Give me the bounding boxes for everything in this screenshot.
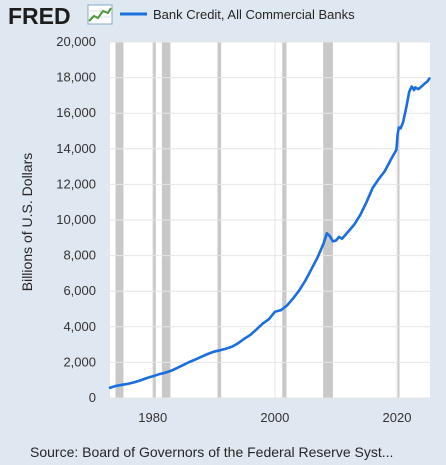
fred-logo-text: FRED xyxy=(8,3,71,29)
y-tick-label: 18,000 xyxy=(56,70,96,85)
grid xyxy=(110,41,430,399)
y-tick-label: 6,000 xyxy=(63,283,96,298)
y-axis-title: Billions of U.S. Dollars xyxy=(19,153,35,292)
x-tick-label: 2000 xyxy=(260,410,289,425)
y-tick-label: 8,000 xyxy=(63,248,96,263)
y-tick-label: 16,000 xyxy=(56,105,96,120)
x-tick-label: 1980 xyxy=(138,410,167,425)
source-note: Source: Board of Governors of the Federa… xyxy=(30,444,393,460)
legend-label: Bank Credit, All Commercial Banks xyxy=(153,7,355,22)
y-tick-label: 20,000 xyxy=(56,34,96,49)
y-tick-label: 4,000 xyxy=(63,319,96,334)
x-tick-label: 2020 xyxy=(383,410,412,425)
y-tick-label: 12,000 xyxy=(56,176,96,191)
y-tick-label: 0 xyxy=(89,390,96,405)
x-axis: 1980 2000 2020 xyxy=(138,410,411,425)
y-tick-label: 14,000 xyxy=(56,141,96,156)
y-tick-label: 2,000 xyxy=(63,354,96,369)
y-axis: 0 2,000 4,000 6,000 8,000 10,000 12,000 14,000 1… xyxy=(56,34,96,405)
y-tick-label: 10,000 xyxy=(56,212,96,227)
legend: Bank Credit, All Commercial Banks xyxy=(120,7,355,22)
series-layer xyxy=(108,77,431,390)
fred-logo-graph-icon xyxy=(87,4,113,25)
series-line xyxy=(108,77,431,390)
fred-logo[interactable]: FRED xyxy=(8,3,113,29)
